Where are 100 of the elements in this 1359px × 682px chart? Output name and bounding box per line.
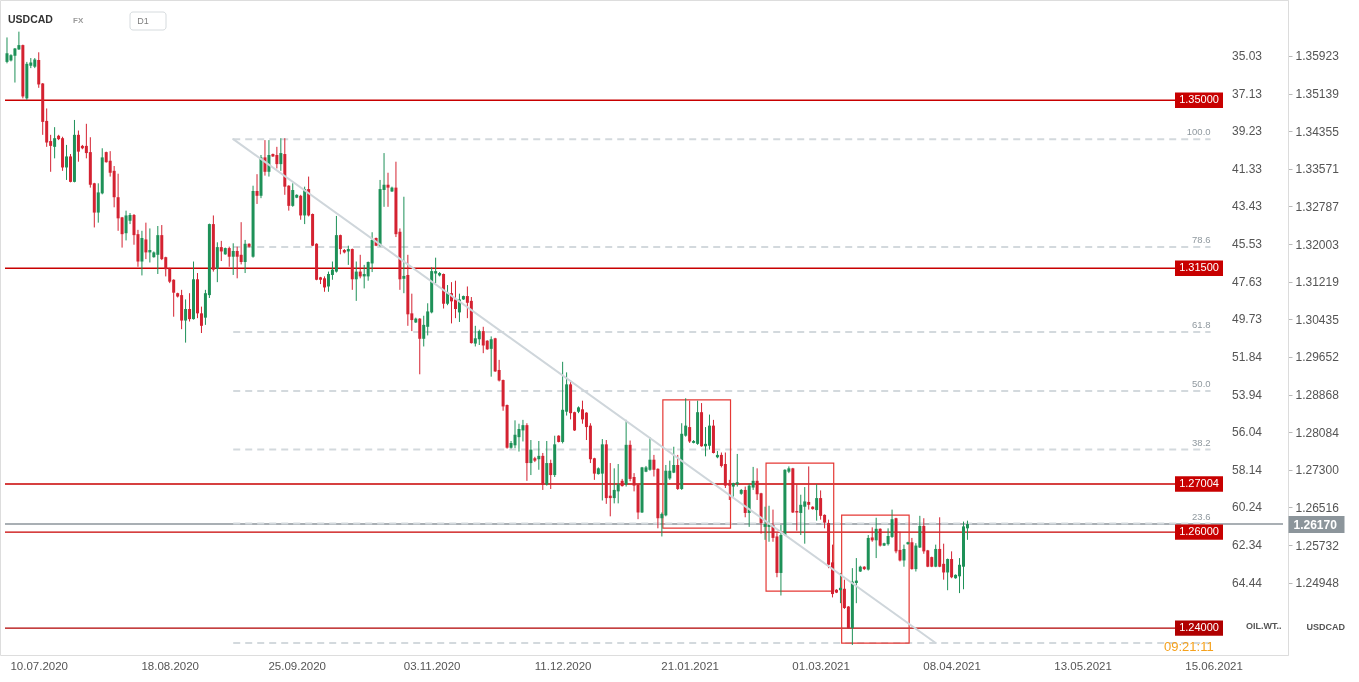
annotation: 51.84 xyxy=(1232,349,1263,364)
candlestick xyxy=(156,225,160,275)
annotation: 61.8 xyxy=(1192,319,1211,331)
annotation: 43.43 xyxy=(1232,199,1263,214)
candlestick xyxy=(549,459,553,490)
y-tick-label: 1.28084 xyxy=(1295,425,1340,440)
ref-line-label: 1.31500 xyxy=(1179,261,1219,274)
annotation: 50.0 xyxy=(1192,378,1211,390)
candlestick xyxy=(616,463,620,504)
candlestick xyxy=(807,465,811,511)
candlestick xyxy=(227,246,231,268)
candlestick xyxy=(676,454,680,491)
ref-line-label: 1.24000 xyxy=(1179,621,1219,634)
candlestick xyxy=(199,306,203,334)
candlestick xyxy=(53,126,57,159)
annotation: 64.44 xyxy=(1232,575,1263,590)
candlestick xyxy=(370,231,374,273)
candlestick xyxy=(243,239,247,274)
candlestick xyxy=(803,486,807,545)
candlestick xyxy=(275,146,279,169)
annotation: 38.2 xyxy=(1192,436,1211,448)
candlestick xyxy=(537,440,541,471)
candlestick xyxy=(76,130,80,163)
text: FX xyxy=(73,16,84,25)
candlestick xyxy=(473,325,477,347)
candlestick xyxy=(215,241,219,283)
candlestick xyxy=(902,544,906,568)
candlestick xyxy=(815,483,819,522)
y-tick-label: 1.26516 xyxy=(1295,500,1340,515)
y-tick-label: 1.35139 xyxy=(1295,87,1340,102)
candlestick xyxy=(763,506,767,541)
candlestick xyxy=(946,558,950,591)
candlestick xyxy=(239,221,243,265)
candlestick xyxy=(354,261,358,302)
ref-line-label: 1.27004 xyxy=(1179,476,1219,489)
y-axis-title: USDCAD xyxy=(1306,621,1346,632)
candlestick xyxy=(422,315,426,347)
y-tick-label: 1.29652 xyxy=(1295,350,1340,365)
annotation: 100.0 xyxy=(1186,126,1211,138)
x-tick-label: 10.07.2020 xyxy=(10,659,69,672)
candlestick xyxy=(13,47,17,84)
annotation: 60.24 xyxy=(1232,500,1263,515)
x-tick-label: 25.09.2020 xyxy=(268,659,326,672)
candlestick xyxy=(942,543,946,581)
candlestick xyxy=(453,280,457,319)
annotation: 58.14 xyxy=(1232,462,1263,477)
y-tick-label: 1.24948 xyxy=(1295,576,1340,591)
candlestick xyxy=(188,292,192,322)
y-tick-label: 1.28868 xyxy=(1295,388,1340,403)
candlestick xyxy=(299,194,303,221)
ref-line-label: 1.26170 xyxy=(1293,517,1338,532)
candlestick xyxy=(255,173,259,205)
candlestick xyxy=(144,222,148,260)
annotation: 23.6 xyxy=(1192,510,1211,522)
annotation: 47.63 xyxy=(1232,274,1263,289)
annotation: 45.53 xyxy=(1232,237,1263,252)
candlestick xyxy=(481,326,485,354)
candlestick xyxy=(247,242,251,249)
annotation: 41.33 xyxy=(1232,161,1263,176)
y-tick-label: 1.34355 xyxy=(1295,124,1340,139)
candlestick xyxy=(648,436,652,472)
candlestick xyxy=(735,453,739,488)
x-tick-label: 01.03.2021 xyxy=(792,659,850,672)
annotation: 56.04 xyxy=(1232,425,1263,440)
x-tick-label: 21.01.2021 xyxy=(661,659,719,672)
x-tick-label: 15.06.2021 xyxy=(1185,659,1243,672)
candlestick xyxy=(878,527,882,548)
x-tick-label: 03.11.2020 xyxy=(403,659,461,672)
annotation: 78.6 xyxy=(1192,234,1211,246)
candlestick xyxy=(799,494,803,536)
candlestick xyxy=(235,246,239,279)
candlestick xyxy=(513,419,517,449)
candlestick xyxy=(402,196,406,294)
candlestick xyxy=(5,36,9,64)
y-tick-label: 1.31219 xyxy=(1295,275,1340,290)
candlestick xyxy=(707,414,711,451)
annotation: 62.34 xyxy=(1232,538,1263,553)
annotation: 49.73 xyxy=(1232,312,1263,327)
candlestick xyxy=(231,242,235,276)
candlestick xyxy=(612,467,616,504)
candlestick xyxy=(418,317,422,375)
ref-line-label: 1.35000 xyxy=(1179,93,1219,106)
candlestick xyxy=(517,423,521,453)
y-tick-label: 1.33571 xyxy=(1295,162,1340,177)
candlestick xyxy=(545,440,549,487)
y-tick-label: 1.27300 xyxy=(1295,463,1340,478)
text: USDCAD xyxy=(8,13,54,25)
y-tick-label: 1.32003 xyxy=(1295,237,1340,252)
annotation: 53.94 xyxy=(1232,387,1263,402)
y-tick-label: 1.35923 xyxy=(1295,49,1340,64)
annotation: 09:21:11 xyxy=(1164,639,1214,654)
candlestick xyxy=(124,210,128,241)
candlestick xyxy=(874,517,878,559)
candlestick xyxy=(291,182,295,208)
candlestick xyxy=(723,452,727,489)
annotation: 39.23 xyxy=(1232,124,1263,139)
candlestick xyxy=(672,446,676,474)
annotation: 37.13 xyxy=(1232,86,1263,101)
x-tick-label: 11.12.2020 xyxy=(534,659,592,672)
candlestick xyxy=(140,230,144,276)
